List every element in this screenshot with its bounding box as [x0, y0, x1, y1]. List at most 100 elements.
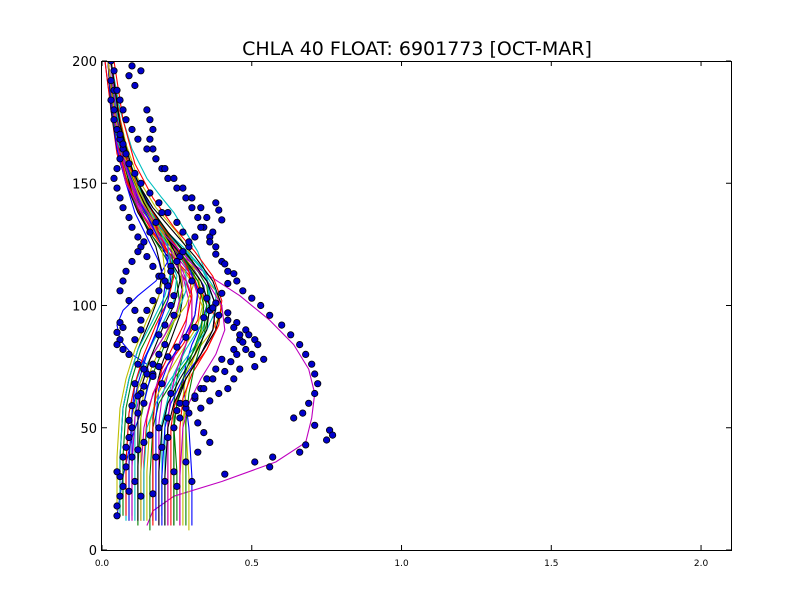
data-point-29	[161, 321, 169, 329]
data-point-197	[233, 350, 241, 358]
data-point-121	[212, 365, 220, 373]
data-point-175	[161, 277, 169, 285]
data-point-87	[308, 360, 316, 368]
x-tick-label: 1.0	[394, 559, 409, 569]
data-point-128	[164, 433, 172, 442]
data-point-93	[290, 414, 298, 422]
data-point-105	[215, 206, 223, 214]
data-point-190	[116, 130, 124, 138]
data-point-168	[119, 106, 127, 114]
data-point-88	[311, 370, 319, 378]
data-point-65	[149, 145, 157, 153]
data-point-171	[137, 316, 145, 324]
data-point-104	[212, 199, 220, 207]
series-line-38	[110, 61, 193, 526]
data-point-231	[173, 343, 181, 351]
data-point-94	[311, 421, 319, 429]
data-point-100	[269, 453, 277, 461]
data-point-234	[149, 372, 157, 380]
y-tick-label: 100	[72, 300, 97, 315]
data-point-135	[113, 340, 121, 349]
data-point-103	[221, 470, 229, 478]
data-point-141	[158, 380, 166, 388]
data-point-162	[161, 165, 169, 173]
data-point-35	[149, 262, 157, 270]
data-point-69	[173, 184, 181, 192]
data-point-157	[203, 213, 211, 222]
data-point-156	[197, 223, 205, 231]
data-point-249	[137, 326, 145, 334]
data-point-238	[146, 228, 154, 236]
data-point-21	[140, 399, 148, 407]
data-point-186	[131, 169, 139, 178]
data-point-36	[143, 253, 151, 261]
data-point-52	[107, 96, 115, 104]
data-point-200	[209, 375, 217, 383]
data-point-148	[194, 448, 202, 456]
data-point-220	[224, 384, 232, 393]
data-point-137	[125, 350, 133, 358]
data-point-217	[242, 345, 250, 354]
data-point-196	[239, 338, 247, 346]
data-point-44	[110, 174, 118, 182]
data-point-108	[206, 238, 214, 246]
data-point-160	[179, 184, 187, 192]
data-point-245	[119, 277, 127, 285]
data-point-90	[311, 389, 319, 398]
data-point-164	[143, 145, 151, 153]
x-tick-label: 0.5	[245, 559, 259, 569]
data-point-46	[116, 155, 124, 163]
data-point-187	[125, 160, 133, 168]
data-point-68	[164, 174, 172, 182]
series-group	[104, 61, 337, 531]
data-point-17	[125, 433, 133, 442]
data-point-102	[251, 458, 259, 466]
data-point-182	[164, 209, 172, 217]
series-line-40	[110, 61, 226, 526]
data-point-180	[179, 228, 187, 236]
data-point-241	[140, 238, 148, 246]
data-point-9	[125, 487, 133, 495]
y-tick-label: 50	[80, 422, 97, 437]
data-point-85	[296, 340, 304, 349]
data-point-133	[113, 328, 121, 336]
data-point-89	[314, 380, 322, 388]
data-point-14	[173, 482, 181, 490]
data-point-210	[128, 453, 136, 461]
data-point-161	[170, 174, 178, 182]
data-point-228	[200, 314, 208, 322]
data-point-233	[155, 362, 163, 371]
data-point-192	[215, 311, 223, 319]
y-tick-label: 0	[89, 544, 97, 559]
data-point-106	[218, 216, 226, 224]
data-point-198	[227, 358, 235, 366]
data-point-26	[155, 350, 163, 358]
data-point-172	[143, 306, 151, 314]
data-point-28	[155, 331, 163, 339]
data-point-240	[158, 209, 166, 217]
data-point-237	[128, 402, 136, 410]
data-point-7	[119, 453, 127, 461]
data-point-181	[173, 218, 181, 226]
data-point-11	[137, 492, 145, 500]
data-point-6	[122, 463, 130, 471]
data-point-147	[206, 438, 214, 446]
data-point-232	[164, 353, 172, 361]
data-point-201	[200, 384, 208, 393]
data-point-23	[131, 380, 139, 388]
data-point-216	[251, 362, 259, 371]
data-point-184	[146, 189, 154, 197]
data-point-71	[188, 204, 196, 212]
data-point-244	[122, 267, 130, 275]
data-point-225	[197, 287, 205, 295]
data-point-83	[278, 321, 286, 329]
chart-title: CHLA 40 FLOAT: 6901773 [OCT-MAR]	[242, 38, 592, 60]
data-point-165	[134, 135, 142, 143]
data-point-16	[122, 443, 130, 451]
data-point-57	[128, 62, 136, 70]
data-point-143	[176, 399, 184, 407]
y-tick-label: 200	[72, 55, 97, 70]
data-point-8	[113, 468, 121, 476]
data-point-230	[182, 333, 190, 341]
data-point-101	[266, 463, 274, 471]
